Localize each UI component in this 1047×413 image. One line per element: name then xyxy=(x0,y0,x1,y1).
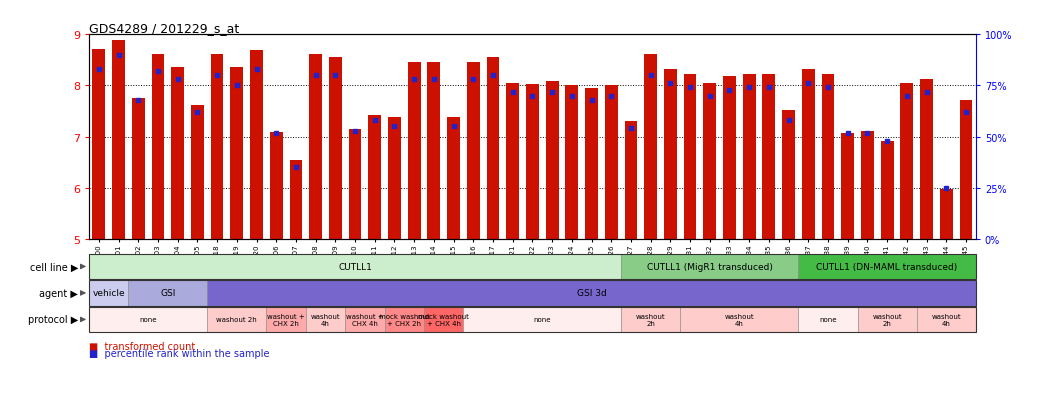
Bar xyxy=(349,130,361,240)
Bar xyxy=(621,307,681,332)
Text: washout
4h: washout 4h xyxy=(311,313,340,326)
Text: vehicle: vehicle xyxy=(92,289,125,298)
Text: agent ▶: agent ▶ xyxy=(40,288,79,298)
Bar xyxy=(424,307,464,332)
Bar xyxy=(152,55,164,240)
Bar xyxy=(92,50,106,240)
Text: protocol ▶: protocol ▶ xyxy=(28,315,79,325)
Bar xyxy=(270,132,283,240)
Text: GDS4289 / 201229_s_at: GDS4289 / 201229_s_at xyxy=(89,22,240,35)
Bar xyxy=(507,84,519,240)
Text: CUTLL1 (DN-MAML transduced): CUTLL1 (DN-MAML transduced) xyxy=(817,262,958,271)
Text: none: none xyxy=(139,317,157,323)
Text: none: none xyxy=(534,317,551,323)
Bar xyxy=(742,75,756,240)
Bar xyxy=(545,82,558,240)
Bar xyxy=(464,307,621,332)
Bar xyxy=(684,75,696,240)
Text: ■  transformed count: ■ transformed count xyxy=(89,341,195,351)
Text: CUTLL1 (MigR1 transduced): CUTLL1 (MigR1 transduced) xyxy=(647,262,773,271)
Bar xyxy=(782,111,795,240)
Bar xyxy=(822,75,834,240)
Bar xyxy=(526,85,539,240)
Bar xyxy=(89,254,621,280)
Bar xyxy=(290,160,303,240)
Bar xyxy=(799,307,857,332)
Text: washout 2h: washout 2h xyxy=(217,317,258,323)
Bar xyxy=(920,80,933,240)
Bar xyxy=(802,70,815,240)
Text: washout
2h: washout 2h xyxy=(636,313,666,326)
Bar xyxy=(384,307,424,332)
Text: cell line ▶: cell line ▶ xyxy=(30,262,79,272)
Bar xyxy=(565,86,578,240)
Text: washout
4h: washout 4h xyxy=(725,313,754,326)
Text: mock washout
+ CHX 4h: mock washout + CHX 4h xyxy=(419,313,469,326)
Bar xyxy=(89,307,207,332)
Text: washout
2h: washout 2h xyxy=(872,313,901,326)
Bar xyxy=(250,50,263,240)
Bar xyxy=(621,254,799,280)
Text: none: none xyxy=(819,317,837,323)
Bar xyxy=(172,68,184,240)
Bar xyxy=(207,307,266,332)
Text: GSI: GSI xyxy=(160,289,176,298)
Bar xyxy=(447,118,460,240)
Bar xyxy=(132,99,144,240)
Text: mock washout
+ CHX 2h: mock washout + CHX 2h xyxy=(379,313,429,326)
Bar xyxy=(407,63,421,240)
Bar xyxy=(129,280,207,306)
Bar xyxy=(487,58,499,240)
Bar xyxy=(799,254,976,280)
Bar xyxy=(89,280,129,306)
Bar xyxy=(940,190,953,240)
Bar xyxy=(210,55,223,240)
Bar xyxy=(329,58,341,240)
Text: washout +
CHX 2h: washout + CHX 2h xyxy=(267,313,305,326)
Bar xyxy=(917,307,976,332)
Text: washout
4h: washout 4h xyxy=(932,313,961,326)
Bar xyxy=(266,307,306,332)
Bar xyxy=(585,89,598,240)
Bar xyxy=(112,41,125,240)
Text: ■  percentile rank within the sample: ■ percentile rank within the sample xyxy=(89,349,269,358)
Bar xyxy=(388,118,401,240)
Text: CUTLL1: CUTLL1 xyxy=(338,262,372,271)
Bar xyxy=(427,63,441,240)
Bar xyxy=(306,307,346,332)
Bar xyxy=(857,307,917,332)
Bar xyxy=(900,84,913,240)
Bar xyxy=(624,122,638,240)
Bar xyxy=(861,131,874,240)
Bar xyxy=(644,55,658,240)
Text: washout +
CHX 4h: washout + CHX 4h xyxy=(346,313,384,326)
Bar xyxy=(842,133,854,240)
Bar xyxy=(309,55,322,240)
Bar xyxy=(959,100,973,240)
Bar xyxy=(230,68,243,240)
Bar xyxy=(605,86,618,240)
Bar xyxy=(191,106,204,240)
Bar xyxy=(346,307,384,332)
Bar xyxy=(369,116,381,240)
Bar xyxy=(723,77,736,240)
Bar xyxy=(704,84,716,240)
Bar xyxy=(467,63,480,240)
Text: GSI 3d: GSI 3d xyxy=(577,289,606,298)
Bar xyxy=(762,75,775,240)
Bar xyxy=(207,280,976,306)
Bar xyxy=(881,141,893,240)
Bar xyxy=(664,70,676,240)
Bar xyxy=(681,307,799,332)
